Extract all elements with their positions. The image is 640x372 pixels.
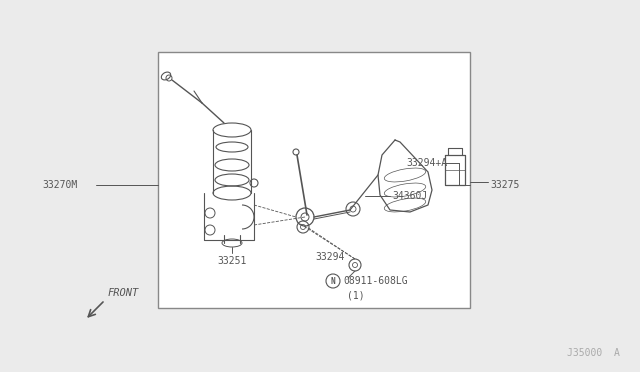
Text: FRONT: FRONT (108, 288, 140, 298)
Text: N: N (331, 276, 335, 285)
Text: J35000  A: J35000 A (567, 348, 620, 358)
Text: 33275: 33275 (490, 180, 520, 190)
Text: 08911-608LG: 08911-608LG (343, 276, 408, 286)
Bar (158, 52, 470, 308)
Text: 34360J: 34360J (392, 191, 428, 201)
Text: 33270M: 33270M (43, 180, 78, 190)
Text: 33251: 33251 (218, 256, 246, 266)
Text: 33294: 33294 (315, 252, 344, 262)
Text: 33294+A: 33294+A (406, 158, 447, 168)
Text: (1): (1) (347, 290, 365, 300)
